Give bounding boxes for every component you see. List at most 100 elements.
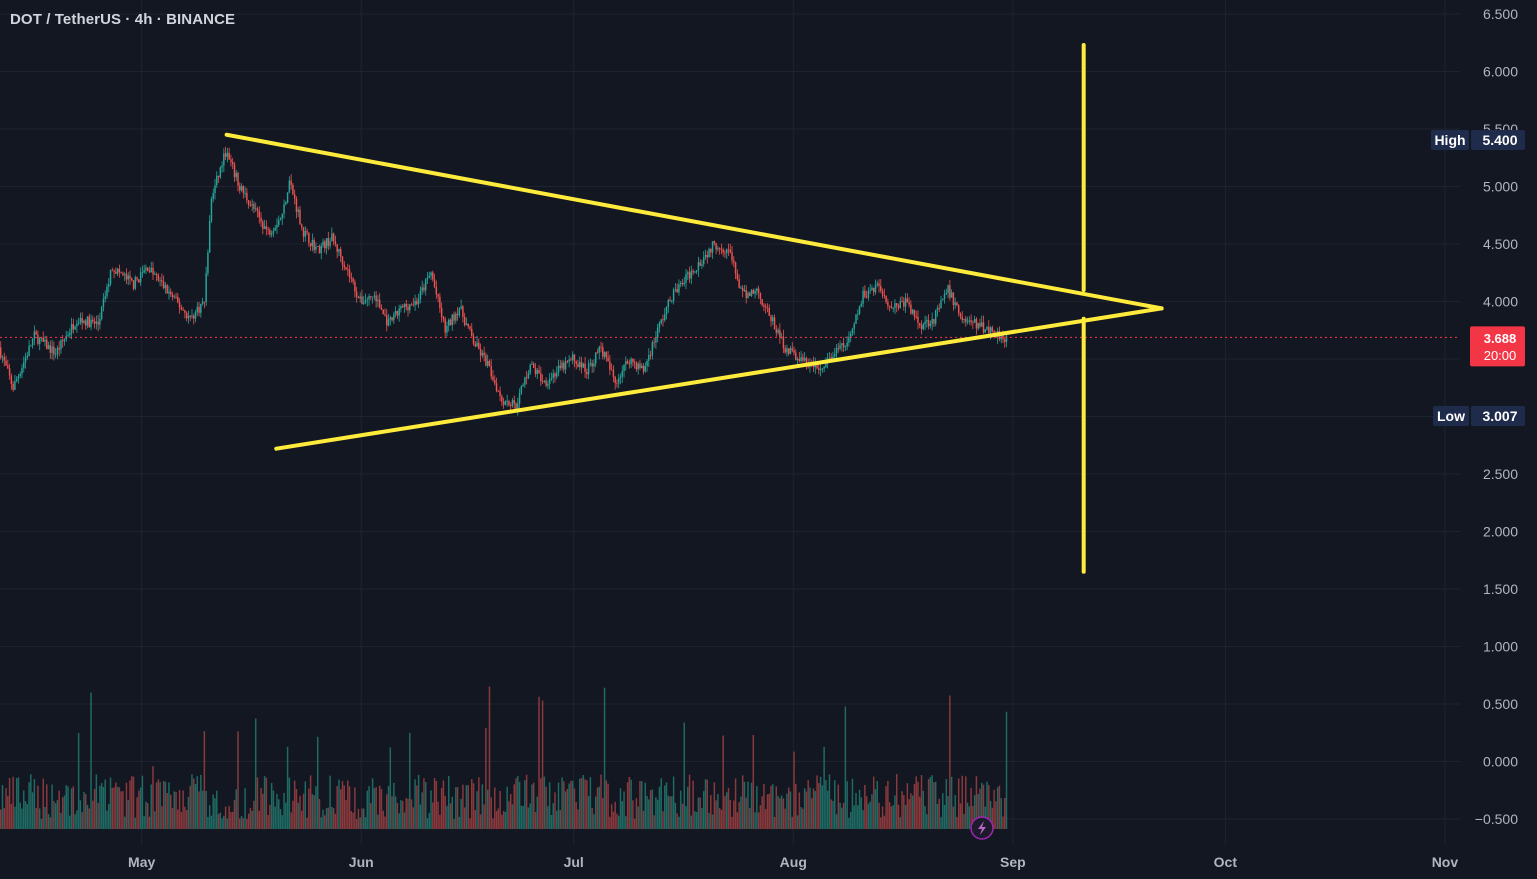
candle-body xyxy=(486,360,489,366)
volume-bar xyxy=(538,696,540,829)
volume-bar xyxy=(835,814,838,829)
candle-body xyxy=(471,328,473,337)
volume-bar xyxy=(191,774,193,829)
volume-bar xyxy=(391,796,393,829)
volume-bar xyxy=(143,816,145,829)
volume-bar xyxy=(386,794,388,829)
volume-bar xyxy=(338,779,340,829)
candle-body xyxy=(517,403,519,410)
symbol-title[interactable]: DOT / TetherUS · 4h · BINANCE xyxy=(10,11,236,28)
volume-bar xyxy=(637,806,639,829)
volume-bar xyxy=(409,732,411,829)
candle-body xyxy=(531,363,533,365)
candle-body xyxy=(984,329,987,333)
candle-body xyxy=(979,323,981,327)
candle-body xyxy=(911,309,914,314)
candle-body xyxy=(890,306,893,309)
candle-body xyxy=(934,310,937,324)
candle-body xyxy=(472,336,475,344)
volume-bar xyxy=(33,779,36,829)
volume-bar xyxy=(419,804,422,829)
volume-bar xyxy=(871,794,873,829)
volume-bar xyxy=(880,817,882,829)
volume-bar xyxy=(407,798,409,829)
candle-body xyxy=(401,306,404,308)
volume-bar xyxy=(15,778,18,829)
candle-body xyxy=(658,323,661,328)
volume-bar xyxy=(986,781,988,829)
volume-bar xyxy=(471,779,473,829)
volume-bar xyxy=(579,778,581,829)
candle-body xyxy=(561,362,563,368)
volume-bar xyxy=(575,802,577,829)
volume-bar xyxy=(550,814,553,829)
volume-bar xyxy=(841,807,843,829)
x-tick-label: Oct xyxy=(1214,854,1238,870)
candle-body xyxy=(111,270,114,272)
candle-body xyxy=(187,315,190,319)
volume-bar xyxy=(616,813,618,829)
volume-bar xyxy=(76,810,78,829)
candles xyxy=(0,146,1008,416)
volume-bar xyxy=(403,812,406,829)
candle-body xyxy=(943,294,946,299)
volume-bar xyxy=(540,778,542,829)
candle-body xyxy=(727,249,730,251)
candle-body xyxy=(672,289,675,301)
volume-bar xyxy=(352,812,354,829)
candle-body xyxy=(993,331,995,335)
volume-bar xyxy=(727,787,730,829)
candle-body xyxy=(440,307,443,318)
lightning-icon[interactable] xyxy=(970,816,994,840)
candle-body xyxy=(550,378,553,379)
trendline xyxy=(224,132,1164,311)
candle-body xyxy=(7,365,9,369)
volume-bar xyxy=(265,777,268,829)
volume-bar xyxy=(449,803,452,829)
candle-body xyxy=(789,348,792,354)
volume-bar xyxy=(796,815,799,829)
volume-bar xyxy=(115,782,117,829)
volume-bar xyxy=(768,793,770,829)
volume-bar xyxy=(205,790,207,829)
candle-body xyxy=(766,307,769,309)
candle-body xyxy=(796,358,799,361)
volume-bar xyxy=(377,814,379,829)
volume-bar xyxy=(274,806,276,829)
candle-body xyxy=(695,270,698,272)
volume-bar xyxy=(678,816,680,829)
volume-bar xyxy=(749,808,751,829)
volume-bar xyxy=(324,815,326,829)
candle-body xyxy=(509,405,512,406)
volume-bar xyxy=(341,781,344,829)
candle-body xyxy=(616,383,618,384)
volume-bar xyxy=(104,779,106,829)
candle-body xyxy=(759,292,762,300)
candle-body xyxy=(97,321,99,325)
time-axis[interactable]: May Jun Jul Aug Sep Oct Nov xyxy=(128,854,1458,870)
candle-body xyxy=(761,299,763,305)
volume-bar xyxy=(3,808,6,829)
candle-body xyxy=(701,264,703,266)
volume-bar xyxy=(957,778,960,829)
volume-bar xyxy=(993,789,995,829)
candle-body xyxy=(483,352,485,356)
drawings[interactable] xyxy=(224,43,1164,574)
volume-bar xyxy=(166,793,168,829)
candle-body xyxy=(768,307,770,316)
candle-body xyxy=(851,328,854,334)
volume-bar xyxy=(127,799,129,829)
volume-bar xyxy=(131,776,133,829)
volume-bar xyxy=(805,791,808,829)
volume-bar xyxy=(554,792,556,829)
candle-body xyxy=(433,279,436,288)
candle-body xyxy=(832,356,834,360)
candle-body xyxy=(733,260,735,263)
volume-bar xyxy=(936,803,939,829)
candle-body xyxy=(61,340,64,342)
volume-bar xyxy=(681,803,684,829)
volume-bar xyxy=(102,786,105,829)
candle-body xyxy=(1002,335,1004,340)
candle-body xyxy=(173,296,176,298)
